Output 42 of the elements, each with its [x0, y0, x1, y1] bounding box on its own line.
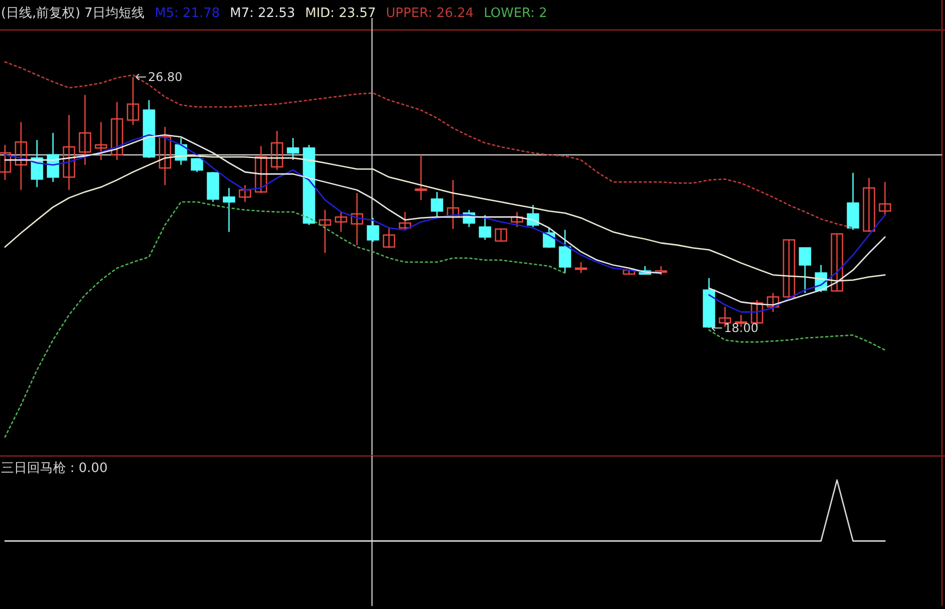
candlestick: [766, 292, 780, 313]
candlestick: [782, 239, 796, 298]
candlestick: [830, 233, 844, 292]
candlestick: [78, 94, 92, 166]
candlestick: [126, 76, 140, 126]
annotation: 26.80: [148, 70, 182, 84]
candlestick: [494, 228, 508, 242]
candlestick: [94, 121, 108, 161]
candlestick: [110, 101, 124, 161]
candlestick: [238, 184, 252, 203]
candlestick: [158, 126, 172, 186]
text: LOWER: 2: [484, 6, 548, 21]
candlestick: [366, 217, 380, 243]
candlestick: [558, 229, 572, 274]
text: M5: 21.78: [154, 6, 220, 21]
candlestick: [14, 121, 28, 191]
candlestick: [510, 211, 524, 228]
candlestick: [270, 130, 284, 171]
chart-title: (日线,前复权) 7日均短线: [1, 6, 145, 21]
candlestick: [430, 191, 444, 218]
candlestick: [350, 192, 364, 246]
candlestick: [382, 226, 396, 248]
candlestick: [0, 144, 12, 181]
candlestick: [878, 181, 892, 217]
candlestick: [318, 209, 332, 254]
candlestick: [334, 211, 348, 233]
text: UPPER: 26.24: [386, 6, 474, 21]
candlestick: [254, 145, 268, 194]
text: M7: 22.53: [230, 6, 296, 21]
chart-title: 三日回马枪 : 0.00: [1, 461, 108, 476]
candlestick: [286, 137, 300, 161]
candlestick: [574, 261, 588, 274]
candlestick: [190, 157, 204, 173]
text: MID: 23.57: [305, 6, 376, 21]
annotation: 18.00: [724, 321, 758, 335]
candlestick: [62, 114, 76, 191]
candlestick: [798, 247, 812, 294]
candlestick: [414, 154, 428, 201]
candlestick: [478, 214, 492, 241]
candlestick: [398, 211, 412, 231]
candlestick: [862, 177, 876, 233]
candlestick: [222, 187, 236, 233]
